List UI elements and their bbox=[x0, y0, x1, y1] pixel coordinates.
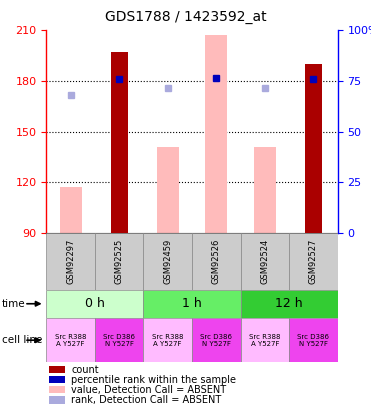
Text: 1 h: 1 h bbox=[182, 297, 202, 310]
Bar bbox=[289, 233, 338, 290]
Text: GDS1788 / 1423592_at: GDS1788 / 1423592_at bbox=[105, 10, 266, 24]
Text: time: time bbox=[2, 299, 26, 309]
Text: GSM92526: GSM92526 bbox=[212, 239, 221, 284]
Text: count: count bbox=[71, 364, 99, 375]
Text: rank, Detection Call = ABSENT: rank, Detection Call = ABSENT bbox=[71, 395, 221, 405]
Bar bbox=[144, 318, 192, 362]
Text: GSM92527: GSM92527 bbox=[309, 239, 318, 284]
Text: cell line: cell line bbox=[2, 335, 42, 345]
Bar bbox=[49, 376, 65, 383]
Bar bbox=[46, 233, 95, 290]
Text: GSM92297: GSM92297 bbox=[66, 239, 75, 284]
Text: Src R388
A Y527F: Src R388 A Y527F bbox=[55, 334, 86, 347]
Bar bbox=[49, 386, 65, 394]
Bar bbox=[60, 187, 82, 233]
Text: Src D386
N Y527F: Src D386 N Y527F bbox=[103, 334, 135, 347]
Bar bbox=[240, 233, 289, 290]
Bar bbox=[192, 318, 240, 362]
Bar bbox=[111, 52, 128, 233]
Bar bbox=[254, 147, 276, 233]
Text: Src D386
N Y527F: Src D386 N Y527F bbox=[200, 334, 232, 347]
Bar bbox=[144, 233, 192, 290]
Bar bbox=[240, 318, 289, 362]
Text: Src D386
N Y527F: Src D386 N Y527F bbox=[297, 334, 329, 347]
Text: GSM92524: GSM92524 bbox=[260, 239, 269, 284]
Bar bbox=[144, 290, 240, 318]
Bar bbox=[205, 36, 227, 233]
Text: 0 h: 0 h bbox=[85, 297, 105, 310]
Bar bbox=[305, 64, 322, 233]
Text: GSM92525: GSM92525 bbox=[115, 239, 124, 284]
Text: GSM92459: GSM92459 bbox=[163, 239, 172, 284]
Bar bbox=[49, 366, 65, 373]
Bar bbox=[157, 147, 179, 233]
Text: value, Detection Call = ABSENT: value, Detection Call = ABSENT bbox=[71, 385, 226, 395]
Bar bbox=[95, 233, 144, 290]
Bar bbox=[46, 318, 95, 362]
Text: Src R388
A Y527F: Src R388 A Y527F bbox=[249, 334, 280, 347]
Bar bbox=[49, 396, 65, 403]
Bar bbox=[240, 290, 338, 318]
Bar bbox=[192, 233, 240, 290]
Text: Src R388
A Y527F: Src R388 A Y527F bbox=[152, 334, 184, 347]
Bar bbox=[289, 318, 338, 362]
Text: 12 h: 12 h bbox=[275, 297, 303, 310]
Bar bbox=[46, 290, 144, 318]
Bar bbox=[95, 318, 144, 362]
Text: percentile rank within the sample: percentile rank within the sample bbox=[71, 375, 236, 385]
